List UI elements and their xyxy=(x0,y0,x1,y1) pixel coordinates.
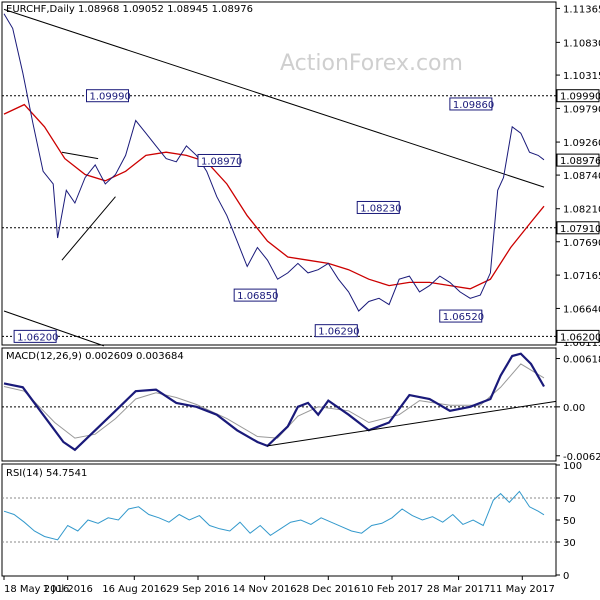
x-tick-label: 18 May 2016 xyxy=(4,584,69,595)
price-annotation-box xyxy=(86,89,130,103)
rsi-y-tick-label: 70 xyxy=(563,494,576,505)
price-annotation-label: 1.06200 xyxy=(17,332,58,343)
price-level-tag-label: 1.09990 xyxy=(560,92,600,103)
macd-trendline xyxy=(267,400,557,447)
macd-y-tick-label: 0.00 xyxy=(563,403,585,414)
price-annotation-box xyxy=(13,329,57,343)
price-y-tick-label: 1.07165 xyxy=(563,271,600,282)
watermark: ActionForex.com xyxy=(280,51,463,76)
macd-y-tick-label: -0.00626 xyxy=(563,452,600,463)
price-y-tick-label: 1.11365 xyxy=(563,4,600,15)
price-annotation-box xyxy=(314,324,358,338)
price-current-label: 1.08976 xyxy=(560,156,600,167)
price-trendlines xyxy=(3,8,545,347)
price-annotation-label: 1.08970 xyxy=(201,156,242,167)
x-tick-label: 14 Nov 2016 xyxy=(233,584,297,595)
price-y-axis: 1.11365 1.10830 1.10315 1.09790 1.09260 1.087… xyxy=(556,4,600,349)
price-y-tick-label: 1.10830 xyxy=(563,38,600,49)
price-annotation-label: 1.06290 xyxy=(318,327,359,338)
rsi-y-tick-label: 100 xyxy=(563,461,582,472)
price-annotation-label: 1.06520 xyxy=(443,312,484,323)
price-annotation-label: 1.09990 xyxy=(90,92,131,103)
rsi-line xyxy=(3,490,545,541)
price-trendline xyxy=(61,151,99,160)
x-tick-label: 29 Sep 2016 xyxy=(166,584,229,595)
price-annotation-label: 1.09860 xyxy=(453,100,494,111)
price-annotation-box xyxy=(197,153,241,167)
price-level-tag-label: 1.06200 xyxy=(560,332,600,343)
price-y-tick-label: 1.07690 xyxy=(563,238,600,249)
rsi-label: RSI(14) 54.7541 xyxy=(6,468,87,479)
price-y-tick-label: 1.09260 xyxy=(563,138,600,149)
rsi-y-tick-label: 30 xyxy=(563,538,576,549)
price-y-tick-label: 1.06640 xyxy=(563,304,600,315)
price-annotation-box xyxy=(439,309,483,323)
price-trendline xyxy=(61,196,116,261)
price-annotation-box xyxy=(233,288,277,302)
rsi-levels xyxy=(2,497,556,543)
price-panel-frame xyxy=(1,1,557,346)
price-annotation-box xyxy=(449,97,493,111)
x-tick-label: 1 Jul 2016 xyxy=(43,584,93,595)
price-annotation-label: 1.06850 xyxy=(237,291,278,302)
price-y-tick-label: 1.10315 xyxy=(563,71,600,82)
price-level-tag xyxy=(556,221,600,235)
x-tick-label: 16 Aug 2016 xyxy=(102,584,166,595)
x-tick-label: 28 Mar 2017 xyxy=(427,584,490,595)
x-tick-label: 10 Feb 2017 xyxy=(361,584,423,595)
price-y-tick-label: 1.08740 xyxy=(563,171,600,182)
x-tick-label: 28 Dec 2016 xyxy=(296,584,360,595)
x-tick-label: 11 May 2017 xyxy=(490,584,555,595)
price-level-tag xyxy=(556,89,600,103)
macd-line xyxy=(3,352,545,452)
rsi-y-tick-label: 50 xyxy=(563,516,576,527)
price-y-tick-label: 1.08210 xyxy=(563,205,600,216)
rsi-y-tick-label: 0 xyxy=(563,571,569,582)
price-annotations: 1.09990 1.08970 1.06850 1.06290 1.08230 1.065… xyxy=(13,89,494,343)
price-title: EURCHF,Daily 1.08968 1.09052 1.08945 1.0… xyxy=(6,4,253,15)
macd-label: MACD(12,26,9) 0.002609 0.003684 xyxy=(6,351,184,362)
price-y-tick-label: 1.06115 xyxy=(563,338,600,349)
price-trendline xyxy=(3,310,105,347)
macd-y-tick-label: 0.00618 xyxy=(563,355,600,366)
price-annotation-box xyxy=(356,200,400,214)
rsi-y-axis: 100 70 50 30 0 xyxy=(556,461,582,582)
price-level-tag-label: 1.07910 xyxy=(560,224,600,235)
price-annotation-label: 1.08230 xyxy=(360,203,401,214)
price-ma-line xyxy=(3,103,545,290)
macd-y-axis: 0.00618 0.00 -0.00626 xyxy=(556,355,600,463)
price-level-tag xyxy=(556,329,600,343)
price-close-line xyxy=(3,13,545,312)
macd-panel-frame xyxy=(1,347,557,462)
price-current-tag xyxy=(556,153,600,167)
price-trendline xyxy=(3,8,545,188)
price-y-tick-label: 1.09790 xyxy=(563,104,600,115)
